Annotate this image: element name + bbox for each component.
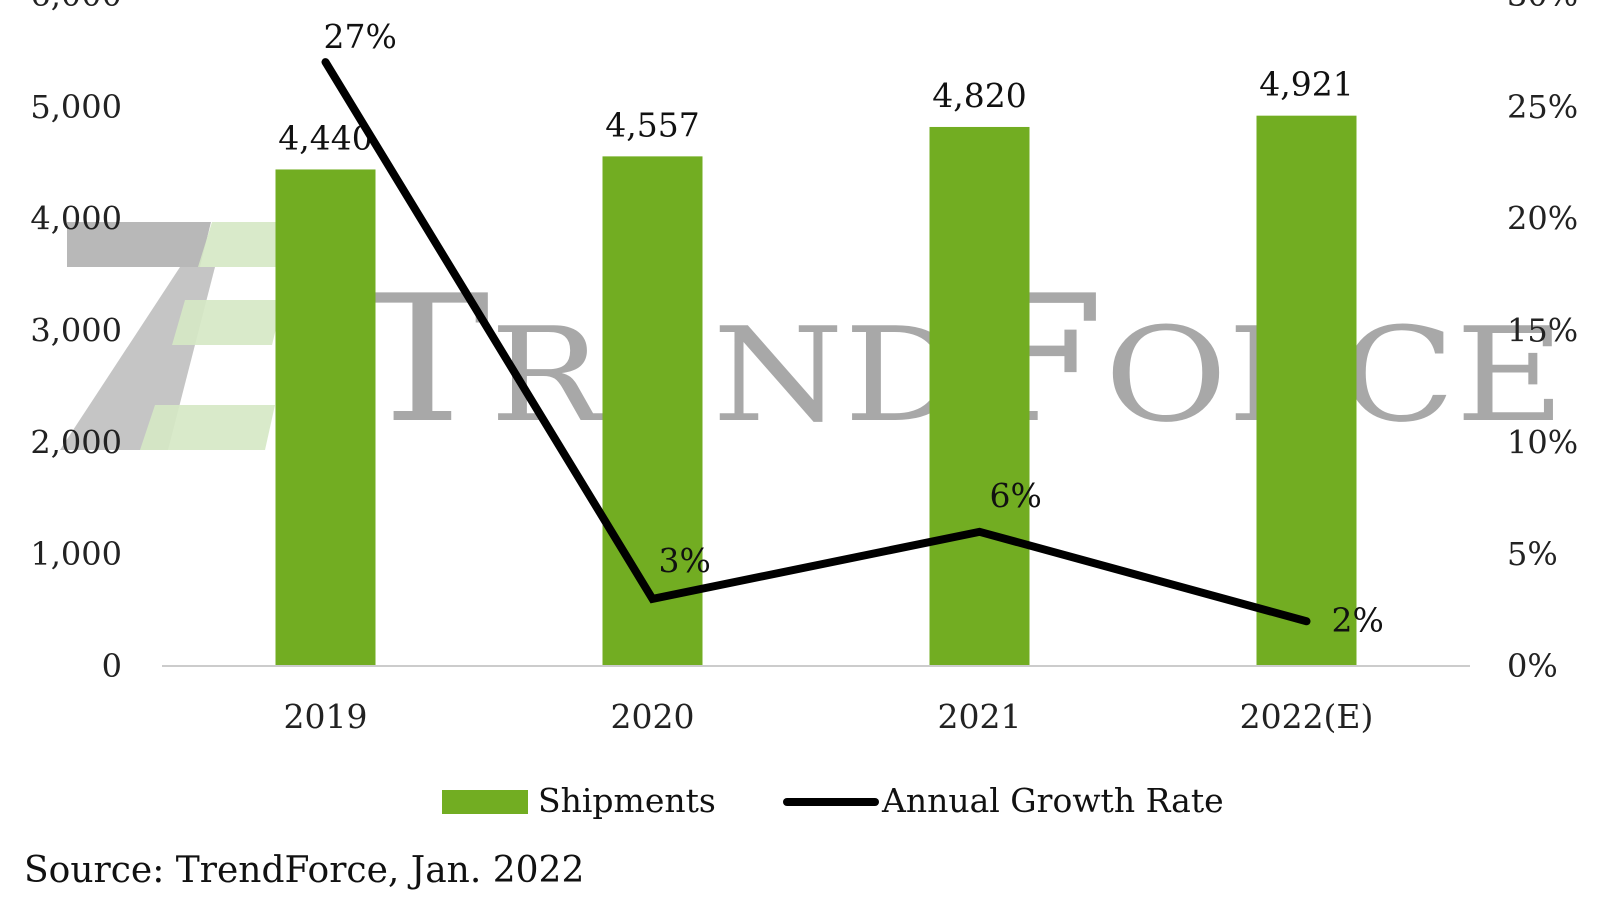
category-label: 2019 [284,697,368,736]
bar-label-2019: 4,440 [278,118,372,157]
growth-label-2019: 27% [324,17,397,56]
left-tick-label: 1,000 [30,535,122,573]
left-tick-label: 6,000 [30,0,122,14]
right-tick-label: 10% [1507,423,1578,461]
left-tick-label: 5,000 [30,88,122,126]
source-note: Source: TrendForce, Jan. 2022 [24,850,584,891]
category-label: 2022(E) [1240,697,1374,736]
line-data-labels: 27% 3% 6% 2% [324,17,1384,639]
bar-2020 [602,156,703,667]
bar-label-2022(E): 4,921 [1259,65,1353,104]
legend: Shipments Annual Growth Rate [442,781,1224,820]
growth-label-2022(E): 2% [1332,600,1384,639]
watermark-rend: REND [490,299,964,451]
right-tick-label: 5% [1507,535,1558,573]
legend-label-shipments: Shipments [538,781,716,820]
right-tick-label: 30% [1507,0,1578,14]
right-tick-label: 25% [1507,88,1578,126]
left-axis-ticks: 0 1,000 2,000 3,000 4,000 5,000 6,000 [30,0,122,685]
growth-rate-line [321,58,1311,626]
category-label: 2021 [938,697,1022,736]
growth-label-2021: 6% [990,476,1042,515]
bar-2021 [929,126,1030,667]
right-axis-ticks: 0% 5% 10% 15% 20% 25% 30% [1507,0,1578,685]
right-tick-label: 20% [1507,200,1578,238]
bar-2019 [275,169,376,666]
category-label: 2020 [611,697,695,736]
legend-label-growth-rate: Annual Growth Rate [881,781,1224,820]
left-tick-label: 4,000 [30,200,122,238]
right-tick-label: 0% [1507,647,1558,685]
left-tick-label: 3,000 [30,312,122,350]
bar-series [275,115,1357,667]
legend-swatch-shipments [442,790,528,814]
left-tick-label: 0 [102,647,122,685]
bar-data-labels: 4,440 4,557 4,820 4,921 [278,65,1353,158]
growth-label-2020: 3% [659,541,711,580]
right-tick-label: 15% [1507,312,1578,350]
bar-label-2021: 4,820 [932,76,1026,115]
bar-label-2020: 4,557 [605,105,699,144]
category-labels: 2019 2020 2021 2022(E) [284,697,1374,736]
bar-2022(E) [1256,115,1357,667]
left-tick-label: 2,000 [30,423,122,461]
